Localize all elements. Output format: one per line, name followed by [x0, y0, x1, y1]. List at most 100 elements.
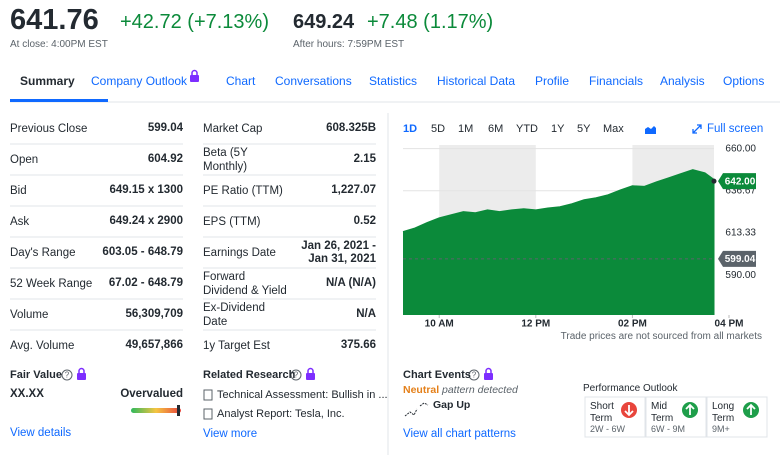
stat-label: 1y Target Est [203, 339, 270, 352]
y-tick-label: 613.33 [725, 228, 756, 239]
tab[interactable]: Historical Data [437, 74, 516, 88]
stat-value: N/A (N/A) [325, 277, 376, 289]
y-tick-label: 636.67 [725, 185, 756, 196]
link[interactable]: View more [203, 428, 258, 440]
help-icon [468, 369, 480, 381]
price-change: +42.72 (+7.13%) [120, 11, 269, 33]
range-button[interactable]: YTD [516, 123, 538, 135]
section-title: Related Research [203, 369, 296, 381]
full-screen[interactable]: Full screen [707, 123, 764, 135]
stat-value: 1,227.07 [331, 184, 376, 196]
stat-value: 604.92 [147, 153, 183, 165]
range-button[interactable]: 1M [458, 123, 474, 135]
range-button[interactable]: 6M [488, 123, 504, 135]
range-button[interactable]: 5Y [577, 123, 591, 135]
stat-value: 56,309,709 [125, 308, 183, 320]
stat-label: Forward Dividend & Yield [203, 270, 287, 297]
tab[interactable]: Summary [20, 74, 75, 88]
lock-icon [191, 69, 198, 75]
marker-label: 599.04 [725, 254, 756, 265]
term: Short Term [590, 401, 614, 424]
stat-label: Ask [10, 215, 30, 228]
area-fill [403, 169, 715, 315]
research-item[interactable]: Analyst Report: Tesla, Inc. [217, 408, 345, 420]
help-icon [290, 369, 302, 381]
after-hours-price: 649.24 [293, 11, 355, 33]
lock-icon [190, 75, 199, 82]
after-hours-note: After hours: 7:59PM EST [293, 39, 405, 50]
link[interactable]: View all chart patterns [403, 428, 516, 440]
y-tick-label: 660.00 [725, 143, 756, 154]
close-note: At close: 4:00PM EST [10, 39, 108, 50]
lock-icon [78, 367, 85, 373]
stat-label: Avg. Volume [10, 339, 75, 352]
pattern-icon [404, 402, 429, 417]
lock-icon [484, 373, 493, 380]
doc-icon [203, 408, 213, 420]
lock-icon [307, 367, 314, 373]
tab[interactable]: Profile [535, 74, 570, 88]
tab[interactable]: Conversations [275, 74, 352, 88]
stat-value: 2.15 [353, 153, 376, 165]
tab[interactable]: Chart [226, 74, 256, 88]
stat-value: 603.05 - 648.79 [102, 246, 183, 258]
stat-value: 649.24 x 2900 [109, 215, 183, 227]
term: Long Term [712, 401, 735, 424]
period: 2W - 6W [590, 424, 625, 434]
direction-arrow [746, 403, 756, 415]
link[interactable]: View details [10, 427, 72, 439]
stat-value: 0.52 [353, 215, 376, 227]
tab[interactable]: Financials [589, 74, 644, 88]
price: 641.76 [10, 4, 99, 36]
x-tick-label: 02 PM [618, 319, 647, 330]
stat-label: Beta (5Y Monthly) [203, 146, 248, 173]
tab[interactable]: Analysis [660, 74, 705, 88]
help-icon: ? [65, 371, 70, 380]
stat-label: Previous Close [10, 122, 88, 135]
stat-value: Jan 26, 2021 - Jan 31, 2021 [301, 239, 376, 265]
research-item[interactable]: Technical Assessment: Bullish in ... [217, 389, 388, 401]
lock-icon [485, 367, 492, 373]
direction-arrow [624, 405, 634, 417]
outlook-box [584, 396, 646, 438]
last-point [711, 178, 717, 184]
stat-label: Market Cap [203, 122, 263, 135]
help-icon: ? [294, 371, 299, 380]
x-tick-label: 04 PM [715, 319, 744, 330]
tab[interactable]: Company Outlook [91, 74, 188, 88]
stat-label: Earnings Date [203, 246, 276, 259]
stat-label: Ex-Dividend Date [203, 301, 265, 328]
lock-icon [306, 373, 315, 380]
lock-icon [77, 373, 86, 380]
stat-value: 49,657,866 [125, 339, 183, 351]
stat-label: Bid [10, 184, 27, 197]
stat-label: 52 Week Range [10, 277, 93, 290]
period: 6W - 9M [651, 424, 686, 434]
pattern: Gap Up [433, 399, 471, 411]
chart-note: Trade prices are not sourced from all ma… [560, 331, 762, 342]
range-button[interactable]: 1Y [551, 123, 565, 135]
event-status: Neutral [403, 384, 440, 396]
marker-box [718, 173, 756, 190]
x-tick-label: 10 AM [425, 319, 454, 330]
range-button[interactable]: Max [603, 123, 624, 135]
stat-value: N/A [356, 308, 376, 320]
stat-value: 608.325B [326, 122, 376, 134]
direction-arrow [685, 403, 695, 415]
stat-label: Open [10, 153, 39, 166]
outlook-box [706, 396, 768, 438]
fair-value-bar [131, 408, 181, 413]
after-hours-change: +7.48 (1.17%) [367, 11, 494, 33]
stat-label: EPS (TTM) [203, 215, 261, 228]
chart-type-icon [645, 126, 656, 134]
tab[interactable]: Statistics [369, 74, 418, 88]
tab-underline [10, 99, 108, 102]
full-screen-icon [692, 124, 702, 134]
range-button[interactable]: 5D [431, 123, 446, 135]
y-tick-label: 590.00 [725, 270, 756, 281]
tab[interactable]: Options [723, 74, 765, 88]
stat-label: Volume [10, 308, 49, 321]
range-button[interactable]: 1D [403, 123, 418, 135]
